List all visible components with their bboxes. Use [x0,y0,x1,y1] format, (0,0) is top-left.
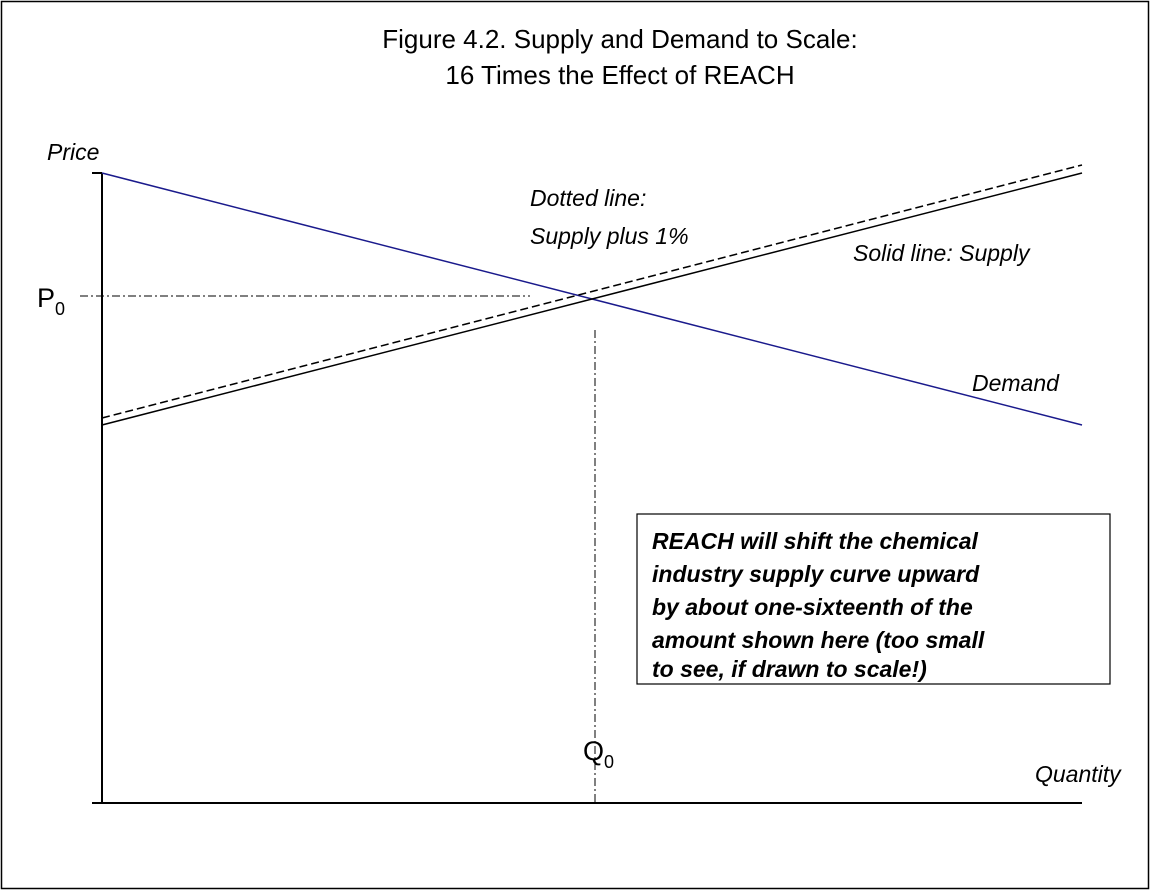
x-axis-label: Quantity [1035,761,1122,787]
callout-line: industry supply curve upward [652,561,980,587]
annotation: Solid line: Supply [853,240,1031,266]
marker-letter: P [37,283,55,313]
title-line: 16 Times the Effect of REACH [445,60,794,90]
title-line: Figure 4.2. Supply and Demand to Scale: [382,24,858,54]
price-marker: P0 [37,283,65,319]
marker-subscript: 0 [55,299,65,319]
callout-line: REACH will shift the chemical [652,528,979,554]
callout-line: by about one-sixteenth of the [652,594,973,620]
callout-line: to see, if drawn to scale!) [652,656,927,682]
callout-box [636,513,1111,685]
callout-line: amount shown here (too small [652,627,985,653]
annotation: Demand [972,370,1060,396]
annotation: Dotted line: [530,185,646,211]
marker-letter: Q [583,736,604,766]
supply-plus-line [101,164,1083,419]
annotation: Supply plus 1% [530,223,689,249]
y-axis-label: Price [47,139,99,165]
supply-line [101,172,1083,426]
quantity-marker: Q0 [583,736,614,772]
marker-subscript: 0 [604,752,614,772]
